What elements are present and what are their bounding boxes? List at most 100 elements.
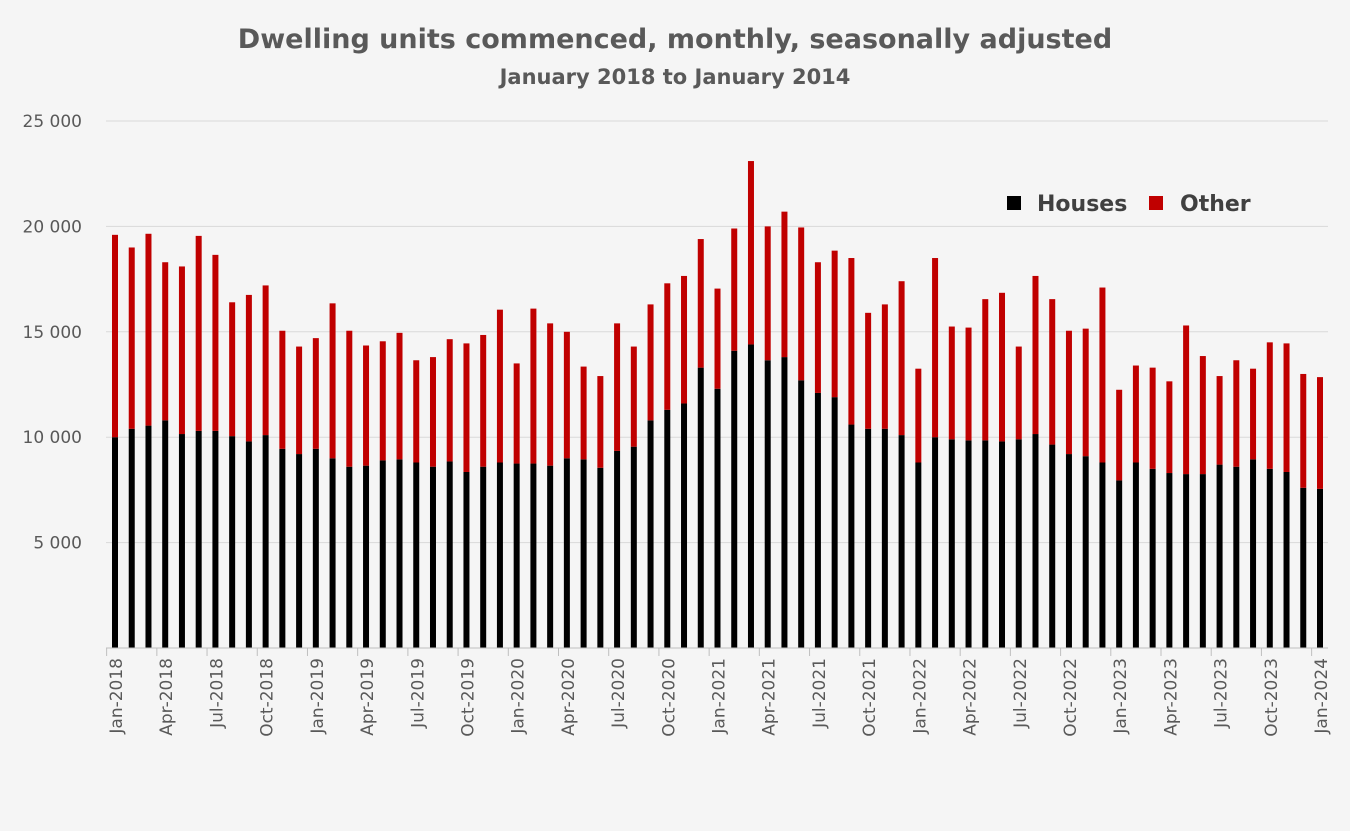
bar-houses (513, 463, 520, 648)
bar-other (664, 283, 671, 410)
x-tick-label: Oct-2019 (458, 658, 478, 737)
bar-other (396, 332, 403, 460)
x-tick-label: Jul-2018 (207, 658, 227, 729)
bar-other (1183, 325, 1190, 475)
bar-other (229, 302, 236, 437)
bar-houses (614, 450, 621, 648)
bar-houses (1116, 480, 1123, 648)
bar-houses (881, 428, 888, 648)
bar-other (1082, 328, 1089, 457)
bar-other (1099, 287, 1106, 463)
bar-other (1216, 376, 1223, 465)
bar-houses (1082, 456, 1089, 648)
bar-other (463, 343, 470, 472)
bar-houses (781, 357, 788, 648)
bar-houses (162, 420, 169, 648)
bar-other (898, 281, 905, 436)
bar-other (379, 341, 386, 461)
bar-houses (547, 465, 554, 648)
bar-houses (379, 460, 386, 648)
legend-swatch-houses (1007, 196, 1021, 210)
bar-other (296, 346, 303, 455)
bar-other (647, 304, 654, 421)
x-tick-label: Jul-2022 (1011, 658, 1031, 729)
bar-other (747, 161, 754, 345)
bar-houses (229, 436, 236, 648)
chart-subtitle: January 2018 to January 2014 (498, 65, 851, 89)
bar-houses (597, 467, 604, 648)
bar-houses (982, 440, 989, 648)
bar-houses (1166, 473, 1173, 648)
bar-other (881, 304, 888, 429)
bar-houses (178, 434, 185, 648)
bar-houses (1250, 459, 1257, 648)
x-tick-label: Oct-2022 (1061, 658, 1081, 737)
bar-houses (915, 462, 922, 648)
bar-other (279, 330, 286, 449)
x-tick-label: Jan-2024 (1312, 658, 1332, 735)
legend-label-other: Other (1180, 192, 1251, 217)
bar-other (195, 235, 202, 431)
x-tick-label: Jan-2018 (107, 658, 127, 735)
y-tick-label: 20 000 (23, 217, 82, 237)
legend-label-houses: Houses (1037, 192, 1127, 217)
bar-houses (999, 441, 1006, 648)
bar-houses (814, 392, 821, 648)
bar-other (831, 250, 838, 398)
bar-other (614, 323, 621, 451)
bars (112, 161, 1323, 648)
bar-houses (1049, 444, 1056, 648)
x-tick-label: Jul-2023 (1212, 658, 1232, 729)
bar-houses (681, 403, 688, 648)
bar-other (697, 239, 704, 368)
bar-houses (948, 439, 955, 648)
bar-other (1032, 275, 1039, 435)
bar-other (714, 288, 721, 389)
x-tick-label: Apr-2018 (157, 658, 177, 736)
bar-houses (1283, 471, 1290, 648)
bar-other (814, 262, 821, 393)
bar-houses (563, 458, 570, 648)
bar-houses (697, 367, 704, 648)
bar-houses (630, 446, 637, 648)
bar-houses (1015, 439, 1022, 648)
bar-other (948, 326, 955, 440)
x-tick-label: Jan-2022 (910, 658, 930, 735)
bar-houses (647, 420, 654, 648)
y-tick-label: 25 000 (23, 112, 82, 132)
bar-houses (1065, 454, 1072, 648)
bar-houses (664, 409, 671, 648)
bar-other (480, 334, 487, 467)
bar-other (915, 368, 922, 463)
bar-other (630, 346, 637, 447)
bar-other (1250, 368, 1257, 460)
bar-houses (245, 441, 252, 648)
bar-other (1065, 330, 1072, 455)
bar-houses (731, 350, 738, 648)
bar-other (363, 345, 370, 466)
x-tick-label: Oct-2023 (1262, 658, 1282, 737)
bar-other (1166, 381, 1173, 474)
x-tick-label: Jul-2020 (609, 658, 629, 729)
bar-houses (262, 435, 269, 648)
bar-houses (212, 430, 219, 648)
bar-other (932, 258, 939, 438)
bar-houses (848, 424, 855, 648)
bar-other (848, 258, 855, 425)
bar-other (530, 308, 537, 464)
bar-houses (1317, 488, 1323, 648)
x-tick-label: Jan-2021 (710, 658, 730, 735)
bar-other (798, 227, 805, 381)
bar-other (1132, 365, 1139, 463)
bar-other (1116, 389, 1123, 481)
bar-other (1300, 373, 1307, 488)
bar-other (496, 309, 503, 463)
bar-other (1049, 299, 1056, 445)
bar-houses (747, 344, 754, 648)
bar-other (1199, 356, 1206, 475)
bar-houses (312, 448, 319, 648)
x-tick-label: Apr-2022 (961, 658, 981, 736)
bar-other (1233, 360, 1240, 467)
